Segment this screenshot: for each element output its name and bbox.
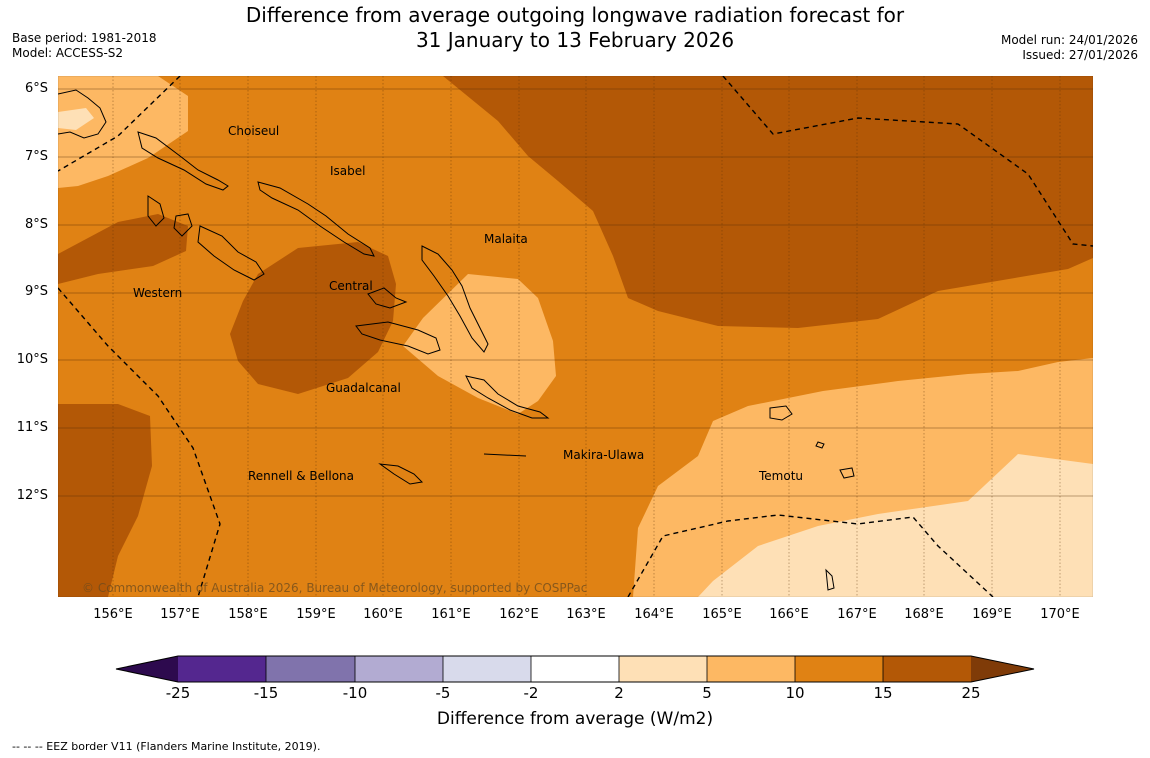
colorbar-bin-9 — [883, 656, 971, 682]
region-label-choiseul: Choiseul — [228, 124, 280, 138]
colorbar-bin-1 — [178, 656, 266, 682]
anomaly-band-2-5-northwest — [58, 108, 94, 130]
coast-reef — [483, 453, 527, 457]
lat-label: 10°S — [16, 352, 48, 367]
lon-label: 156°E — [93, 607, 133, 622]
anomaly-band-5-10-malaita — [403, 274, 556, 414]
colorbar-tick: 5 — [702, 684, 712, 702]
colorbar-bin-5 — [531, 656, 619, 682]
forecast-map — [58, 76, 1093, 597]
region-label-rennell-bellona: Rennell & Bellona — [248, 469, 355, 483]
lat-label: 7°S — [24, 149, 48, 164]
lat-label: 11°S — [16, 420, 48, 435]
colorbar-tick: -25 — [165, 684, 191, 702]
region-label-temotu: Temotu — [759, 469, 804, 483]
coast-isabel — [257, 181, 375, 257]
colorbar-tick: -15 — [253, 684, 279, 702]
lon-label: 159°E — [296, 607, 336, 622]
eez-border — [58, 76, 1093, 597]
lon-label: 164°E — [634, 607, 674, 622]
coast-rennell — [378, 463, 424, 485]
colorbar-tick: 10 — [785, 684, 805, 702]
colorbar-bin-6 — [619, 656, 707, 682]
lon-label: 163°E — [566, 607, 606, 622]
coast-choiseul — [137, 131, 229, 191]
lat-label: 12°S — [16, 488, 48, 503]
coast-western-2 — [173, 213, 193, 237]
lon-label: 158°E — [228, 607, 268, 622]
anomaly-band-2-5-southeast — [698, 454, 1093, 597]
colorbar-tick: -2 — [523, 684, 539, 702]
coast-western-3 — [197, 225, 265, 281]
colorbar-bin-3 — [355, 656, 443, 682]
colorbar-bin-4 — [443, 656, 531, 682]
anomaly-band-15-25-southwest — [58, 404, 152, 597]
coast-makira — [465, 375, 550, 419]
colorbar-label: Difference from average (W/m2) — [436, 709, 714, 729]
lon-label: 160°E — [363, 607, 403, 622]
colorbar-over-triangle — [971, 656, 1034, 682]
region-label-malaita: Malaita — [484, 232, 528, 246]
region-label-western: Western — [133, 286, 183, 300]
colorbar-tick: 2 — [614, 684, 624, 702]
region-label-isabel: Isabel — [330, 164, 366, 178]
coast-bougainville — [58, 89, 107, 139]
colorbar-tick: -10 — [342, 684, 368, 702]
lat-label: 9°S — [24, 284, 48, 299]
colorbar-bin-8 — [795, 656, 883, 682]
lon-label: 162°E — [499, 607, 539, 622]
anomaly-band-15-25-northeast — [443, 76, 1093, 328]
anomaly-band-15-25-central — [230, 242, 396, 394]
coast-temotu-1 — [839, 467, 855, 479]
colorbar — [115, 655, 1035, 683]
lat-label: 8°S — [24, 217, 48, 232]
coast-temotu-2 — [815, 441, 825, 449]
region-label-central: Central — [329, 279, 373, 293]
anomaly-band-15-25-west — [58, 214, 188, 284]
region-label-makira-ulawa: Makira-Ulawa — [563, 448, 645, 462]
colorbar-tick: -5 — [435, 684, 451, 702]
coastlines — [58, 89, 855, 591]
coast-malaita — [421, 245, 489, 353]
title-line-2: 31 January to 13 February 2026 — [415, 28, 735, 52]
eez-legend-note: -- -- -- EEZ border V11 (Flanders Marine… — [12, 740, 321, 753]
coast-guadalcanal — [355, 321, 441, 355]
colorbar-bin-7 — [707, 656, 795, 682]
title-line-1: Difference from average outgoing longwav… — [245, 3, 905, 27]
region-label-guadalcanal: Guadalcanal — [326, 381, 401, 395]
model-name: Model: ACCESS-S2 — [12, 46, 124, 60]
colorbar-tick: 15 — [873, 684, 893, 702]
meta-left: Base period: 1981-2018 Model: ACCESS-S2 — [12, 31, 157, 61]
coast-western-1 — [147, 195, 165, 227]
meta-right: Model run: 24/01/2026 Issued: 27/01/2026 — [1001, 33, 1138, 63]
map-copyright: © Commonwealth of Australia 2026, Bureau… — [82, 581, 588, 595]
model-run: Model run: 24/01/2026 — [1000, 33, 1138, 47]
base-period: Base period: 1981-2018 — [12, 31, 157, 45]
lon-label: 165°E — [702, 607, 742, 622]
colorbar-under-triangle — [116, 656, 178, 682]
coast-temotu-3 — [825, 568, 835, 591]
coast-santa-cruz — [769, 405, 793, 421]
lon-label: 166°E — [769, 607, 809, 622]
issued-date: Issued: 27/01/2026 — [1022, 48, 1138, 62]
colorbar-tick: 25 — [961, 684, 981, 702]
coast-central — [367, 287, 408, 309]
lon-label: 169°E — [972, 607, 1012, 622]
colorbar-bin-2 — [266, 656, 355, 682]
lon-label: 157°E — [160, 607, 200, 622]
lon-label: 170°E — [1040, 607, 1080, 622]
lon-label: 161°E — [431, 607, 471, 622]
lon-label: 168°E — [904, 607, 944, 622]
anomaly-band-5-10-northwest — [58, 76, 188, 188]
lat-label: 6°S — [24, 81, 48, 96]
map-title: Difference from average outgoing longwav… — [0, 3, 1150, 53]
lon-label: 167°E — [837, 607, 877, 622]
graticule — [58, 76, 1093, 597]
